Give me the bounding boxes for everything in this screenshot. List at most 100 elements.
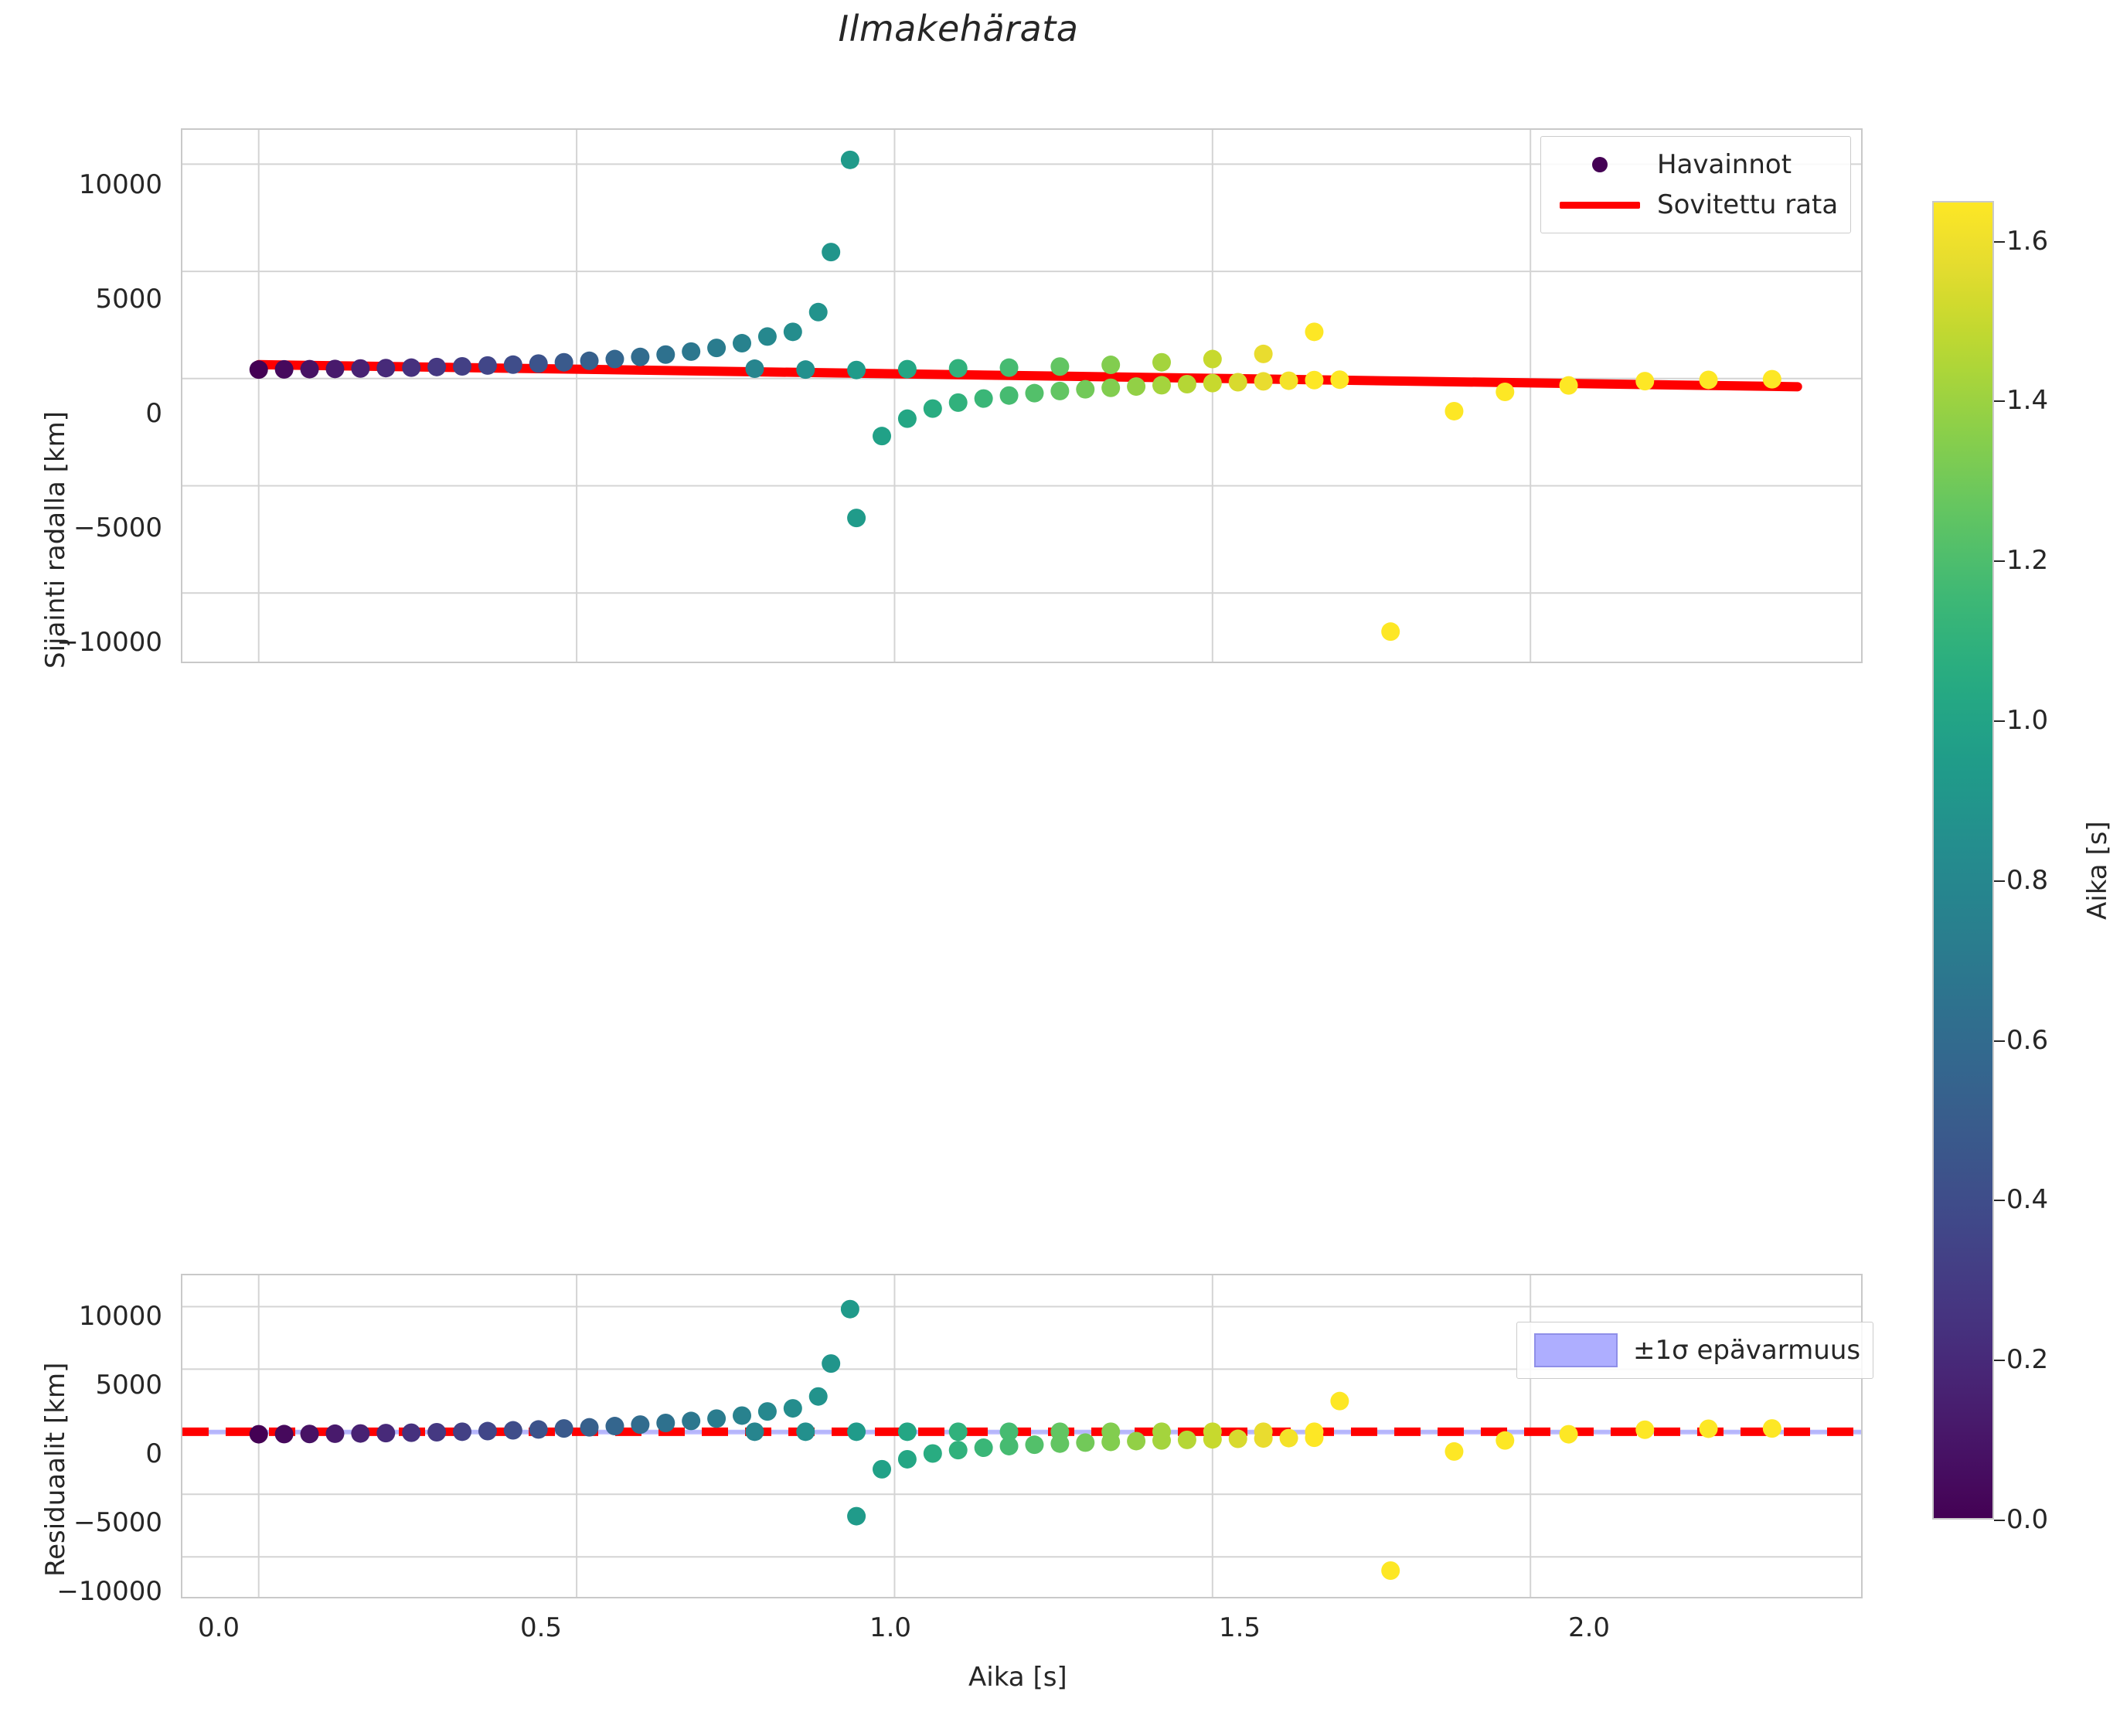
residual-point <box>1152 1422 1171 1442</box>
data-point <box>847 360 866 380</box>
residual-point <box>897 1449 917 1469</box>
colorbar-tickmark <box>1994 560 2005 563</box>
main-legend: Havainnot Sovitettu rata <box>1540 136 1852 233</box>
data-point <box>745 359 764 379</box>
colorbar-tick-1-4: 1.4 <box>2006 385 2049 417</box>
data-point <box>783 322 802 342</box>
res-ytick-10000: 10000 <box>78 1301 162 1332</box>
residual-point <box>948 1422 968 1442</box>
data-point <box>1699 370 1718 390</box>
colorbar-label: Aika [s] <box>2082 821 2113 920</box>
colorbar-tickmark <box>1994 1360 2005 1362</box>
data-point <box>1330 370 1349 390</box>
residual-plot-svg <box>182 1275 1861 1597</box>
data-point <box>1203 373 1222 393</box>
residual-point <box>999 1422 1019 1442</box>
data-point <box>707 339 727 358</box>
residual-point <box>325 1424 345 1443</box>
data-point <box>1101 378 1121 397</box>
data-point <box>873 427 891 446</box>
colorbar-tick-0-4: 0.4 <box>2006 1184 2049 1216</box>
residual-point <box>1101 1422 1121 1442</box>
residual-point <box>1127 1431 1146 1451</box>
colorbar-tickmark <box>1994 880 2005 882</box>
xtick-1-5: 1.5 <box>1218 1612 1261 1643</box>
figure-title: Ilmakehärata <box>838 8 1079 49</box>
data-point <box>1279 371 1298 390</box>
data-point <box>1381 622 1400 642</box>
legend-label-sigma-band: ±1σ epävarmuus <box>1633 1335 1861 1366</box>
xtick-0-0: 0.0 <box>197 1612 240 1643</box>
residual-point <box>478 1421 497 1441</box>
residual-point <box>1203 1422 1222 1442</box>
residual-point <box>1228 1429 1247 1448</box>
colorbar-tick-1-2: 1.2 <box>2006 545 2049 577</box>
res-ytick-5000: 5000 <box>95 1370 162 1401</box>
data-point <box>847 509 866 528</box>
data-point <box>1445 401 1464 420</box>
data-point <box>682 342 701 361</box>
residual-point <box>757 1402 777 1421</box>
colorbar-tickmark <box>1994 1200 2005 1202</box>
data-point <box>427 357 447 376</box>
legend-item-sovitettu-rata[interactable]: Sovitettu rata <box>1553 185 1838 225</box>
residual-point <box>707 1409 727 1428</box>
colorbar-tickmark <box>1994 400 2005 403</box>
residual-point <box>605 1417 624 1436</box>
residual-point <box>427 1422 447 1442</box>
residual-point <box>897 1422 917 1442</box>
data-point <box>1050 381 1070 400</box>
data-point <box>948 359 968 378</box>
residual-point <box>847 1506 866 1526</box>
legend-label-sovitettu-rata: Sovitettu rata <box>1657 189 1839 220</box>
data-point <box>1076 380 1095 399</box>
data-point <box>808 302 828 322</box>
res-ytick-0: 0 <box>145 1438 162 1469</box>
residual-point <box>974 1438 993 1458</box>
data-point <box>923 399 942 418</box>
residual-point <box>1076 1433 1095 1452</box>
residual-point <box>376 1424 396 1443</box>
data-point <box>1203 349 1222 369</box>
residual-point <box>351 1424 370 1443</box>
data-point <box>274 359 294 379</box>
data-point <box>453 356 471 376</box>
residual-point <box>453 1422 471 1442</box>
data-point <box>605 349 624 369</box>
data-point <box>796 360 815 380</box>
data-point <box>1496 383 1515 402</box>
colorbar: 0.0 0.2 0.4 0.6 0.8 1.0 1.2 1.4 1.6 <box>1932 201 2048 1535</box>
data-point <box>757 327 777 346</box>
data-point <box>1228 373 1247 392</box>
residual-point <box>1496 1431 1515 1450</box>
residual-point <box>554 1419 573 1438</box>
res-ytick-neg5000: −5000 <box>73 1507 162 1538</box>
residual-point <box>249 1425 268 1444</box>
residual-point <box>745 1422 764 1442</box>
xtick-2-0: 2.0 <box>1567 1612 1611 1643</box>
data-point <box>1127 377 1146 397</box>
data-point <box>376 359 396 378</box>
residual-point <box>1559 1425 1578 1444</box>
residual-point <box>873 1459 891 1479</box>
residual-point <box>822 1354 841 1373</box>
residual-point <box>948 1441 968 1460</box>
residual-point <box>1254 1422 1273 1442</box>
data-point <box>1305 322 1324 342</box>
main-ytick-0: 0 <box>145 398 162 429</box>
colorbar-tickmark <box>1994 240 2005 243</box>
legend-item-sigma-band[interactable]: ±1σ epävarmuus <box>1530 1330 1860 1370</box>
data-point <box>503 355 522 374</box>
data-point <box>554 352 573 372</box>
residual-point <box>1025 1435 1044 1455</box>
data-point <box>631 347 650 366</box>
residual-point <box>840 1299 859 1319</box>
residual-point <box>682 1411 701 1431</box>
colorbar-gradient <box>1932 201 1994 1520</box>
legend-item-havainnot[interactable]: Havainnot <box>1553 145 1838 185</box>
main-ytick-neg5000: −5000 <box>73 512 162 543</box>
data-point <box>974 389 993 408</box>
data-point <box>1152 352 1171 372</box>
residual-point <box>402 1423 421 1442</box>
residual-point <box>808 1387 828 1406</box>
